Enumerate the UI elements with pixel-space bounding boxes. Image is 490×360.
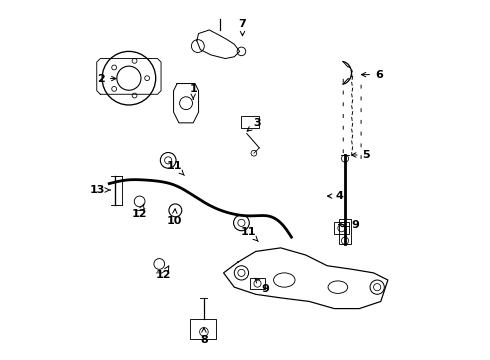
Bar xyxy=(334,222,348,234)
Text: 6: 6 xyxy=(362,69,383,80)
Text: 2: 2 xyxy=(97,73,116,84)
Text: 8: 8 xyxy=(200,328,208,345)
Text: 7: 7 xyxy=(239,18,246,36)
Bar xyxy=(339,219,351,244)
Bar xyxy=(250,278,265,289)
Text: 9: 9 xyxy=(255,278,270,294)
Text: 10: 10 xyxy=(167,209,182,226)
Text: 5: 5 xyxy=(351,150,370,160)
Bar xyxy=(242,116,259,128)
Text: 13: 13 xyxy=(89,185,110,195)
Text: 9: 9 xyxy=(339,220,359,230)
Text: 11: 11 xyxy=(241,227,258,242)
Text: 12: 12 xyxy=(132,204,147,219)
Text: 12: 12 xyxy=(156,266,172,280)
Text: 1: 1 xyxy=(189,84,197,99)
Text: 4: 4 xyxy=(327,191,343,201)
Bar xyxy=(190,319,217,339)
Text: 3: 3 xyxy=(247,118,261,131)
Text: 11: 11 xyxy=(167,161,184,175)
